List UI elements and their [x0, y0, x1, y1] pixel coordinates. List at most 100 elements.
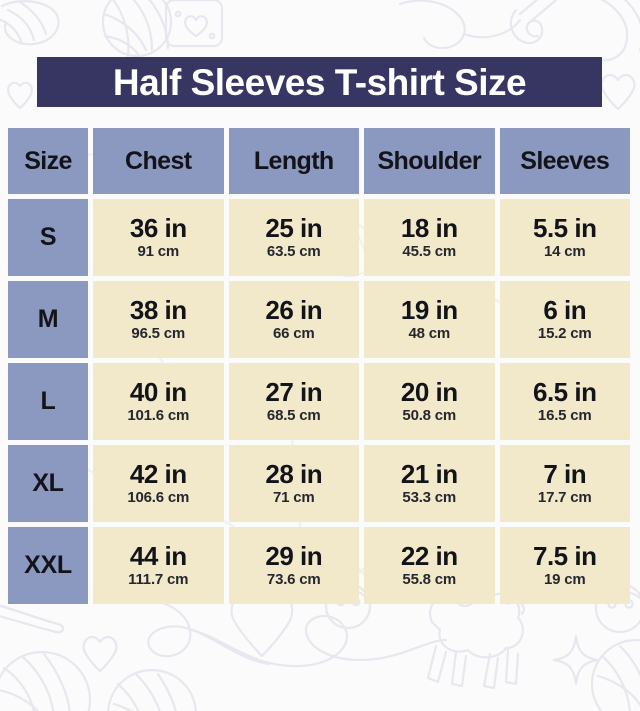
column-header-label: Length: [253, 146, 334, 175]
yarn-string-icon: [98, 595, 448, 668]
column-header-length: Length: [228, 128, 359, 194]
chest-cell: 38 in 96.5 cm: [93, 281, 224, 358]
size-label-cell: XL: [8, 445, 88, 522]
yarn-string-icon: [594, 0, 640, 62]
value-inch: 38 in: [129, 294, 187, 325]
value-cm: 63.5 cm: [266, 243, 321, 261]
chest-cell: 40 in 101.6 cm: [93, 363, 224, 440]
size-label: S: [39, 223, 57, 251]
value-cm: 53.3 cm: [402, 489, 457, 507]
value-cm: 19 cm: [543, 571, 586, 589]
value-inch: 36 in: [129, 212, 187, 243]
shoulder-cell: 20 in 50.8 cm: [364, 363, 495, 440]
column-header-size: Size: [8, 128, 88, 194]
table-row: XL 42 in 106.6 cm 28 in 71 cm 21 in 53.3…: [8, 445, 630, 522]
value-inch: 6 in: [543, 294, 587, 325]
sparkle-icon: [552, 634, 600, 686]
yarn-ball-icon: [101, 0, 224, 58]
heart-icon: [82, 636, 118, 673]
length-cell: 29 in 73.6 cm: [228, 527, 359, 604]
value-inch: 5.5 in: [533, 212, 597, 243]
column-header-shoulder: Shoulder: [364, 128, 495, 194]
shoulder-cell: 18 in 45.5 cm: [364, 199, 495, 276]
column-header-chest: Chest: [93, 128, 224, 194]
column-header-label: Size: [24, 146, 72, 175]
value-inch: 42 in: [129, 458, 187, 489]
value-inch: 26 in: [265, 294, 323, 325]
value-cm: 71 cm: [272, 489, 315, 507]
value-inch: 7.5 in: [533, 540, 597, 571]
shoulder-cell: 22 in 55.8 cm: [364, 527, 495, 604]
yarn-ball-icon: [107, 668, 197, 711]
column-header-label: Shoulder: [377, 146, 482, 175]
size-label: L: [40, 387, 56, 415]
size-label-cell: L: [8, 363, 88, 440]
column-header-label: Sleeves: [520, 146, 610, 175]
table-row: XXL 44 in 111.7 cm 29 in 73.6 cm 22 in 5…: [8, 527, 630, 604]
size-label: XL: [32, 469, 64, 497]
value-cm: 17.7 cm: [537, 489, 592, 507]
sleeves-cell: 6 in 15.2 cm: [499, 281, 630, 358]
value-cm: 91 cm: [137, 243, 180, 261]
yarn-string-icon: [398, 0, 522, 50]
value-inch: 44 in: [129, 540, 187, 571]
value-inch: 25 in: [265, 212, 323, 243]
value-cm: 111.7 cm: [128, 571, 189, 589]
value-inch: 29 in: [265, 540, 323, 571]
value-inch: 27 in: [265, 376, 323, 407]
value-cm: 50.8 cm: [402, 407, 457, 425]
safety-pin-icon: [509, 0, 558, 45]
value-inch: 21 in: [400, 458, 458, 489]
value-cm: 16.5 cm: [537, 407, 592, 425]
sleeves-cell: 6.5 in 16.5 cm: [499, 363, 630, 440]
table-row: M 38 in 96.5 cm 26 in 66 cm 19 in 48 cm …: [8, 281, 630, 358]
size-label: M: [37, 305, 59, 333]
size-label-cell: XXL: [8, 527, 88, 604]
heart-icon: [7, 81, 33, 110]
shoulder-cell: 21 in 53.3 cm: [364, 445, 495, 522]
chest-cell: 44 in 111.7 cm: [93, 527, 224, 604]
sleeves-cell: 7 in 17.7 cm: [499, 445, 630, 522]
value-inch: 40 in: [129, 376, 187, 407]
value-inch: 22 in: [400, 540, 458, 571]
value-cm: 68.5 cm: [266, 407, 321, 425]
page-title: Half Sleeves T-shirt Size: [112, 61, 527, 103]
table-row: S 36 in 91 cm 25 in 63.5 cm 18 in 45.5 c…: [8, 199, 630, 276]
chest-cell: 42 in 106.6 cm: [93, 445, 224, 522]
chest-cell: 36 in 91 cm: [93, 199, 224, 276]
yarn-ball-icon: [0, 0, 60, 46]
sleeves-cell: 5.5 in 14 cm: [499, 199, 630, 276]
value-cm: 101.6 cm: [127, 407, 190, 425]
length-cell: 25 in 63.5 cm: [228, 199, 359, 276]
value-cm: 73.6 cm: [266, 571, 321, 589]
size-chart-table: Size Chest Length Shoulder Sleeves S 36 …: [8, 128, 630, 609]
column-header-label: Chest: [125, 146, 192, 175]
table-header-row: Size Chest Length Shoulder Sleeves: [8, 128, 630, 194]
value-inch: 6.5 in: [533, 376, 597, 407]
value-inch: 28 in: [265, 458, 323, 489]
yarn-ball-icon: [0, 650, 92, 711]
size-label: XXL: [24, 551, 72, 579]
column-header-sleeves: Sleeves: [499, 128, 630, 194]
value-cm: 106.6 cm: [127, 489, 190, 507]
value-cm: 15.2 cm: [537, 325, 592, 343]
knitting-needle-icon: [0, 604, 65, 634]
length-cell: 26 in 66 cm: [228, 281, 359, 358]
heart-icon: [600, 74, 636, 111]
value-inch: 7 in: [543, 458, 587, 489]
sleeves-cell: 7.5 in 19 cm: [499, 527, 630, 604]
value-cm: 96.5 cm: [131, 325, 186, 343]
value-inch: 20 in: [400, 376, 458, 407]
size-label-cell: S: [8, 199, 88, 276]
length-cell: 27 in 68.5 cm: [228, 363, 359, 440]
table-row: L 40 in 101.6 cm 27 in 68.5 cm 20 in 50.…: [8, 363, 630, 440]
size-label-cell: M: [8, 281, 88, 358]
value-cm: 55.8 cm: [402, 571, 457, 589]
page-title-banner: Half Sleeves T-shirt Size: [37, 57, 602, 107]
value-cm: 45.5 cm: [402, 243, 457, 261]
value-inch: 19 in: [400, 294, 458, 325]
shoulder-cell: 19 in 48 cm: [364, 281, 495, 358]
length-cell: 28 in 71 cm: [228, 445, 359, 522]
value-cm: 66 cm: [272, 325, 315, 343]
